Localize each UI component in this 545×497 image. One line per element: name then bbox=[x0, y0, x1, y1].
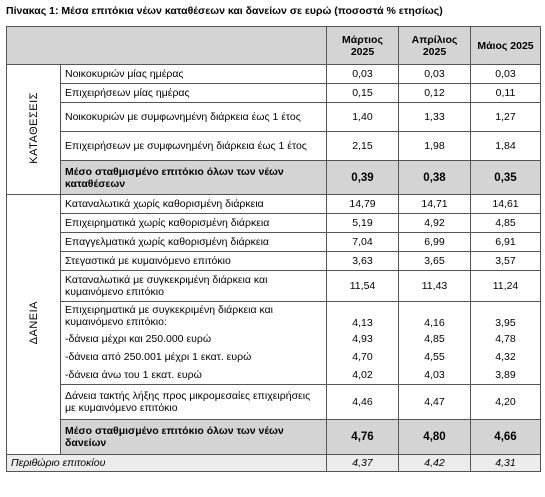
row-label: Νοικοκυριών με συμφωνημένη διάρκεια έως … bbox=[60, 102, 327, 132]
row-value: 4,13 bbox=[326, 301, 399, 330]
header-row: Μάρτιος 2025 Απρίλιος 2025 Μάιος 2025 bbox=[6, 26, 541, 65]
row-label: Στεγαστικά με κυμαινόμενο επιτόκιο bbox=[60, 251, 327, 271]
column-header: Απρίλιος 2025 bbox=[398, 26, 471, 65]
row-label: Επιχειρηματικά χωρίς καθορισμένη διάρκει… bbox=[60, 213, 327, 233]
row-label: -δάνεια από 250.001 μέχρι 1 εκατ. ευρώ bbox=[60, 348, 327, 366]
table-title: Πίνακας 1: Μέσα επιτόκια νέων καταθέσεων… bbox=[6, 5, 443, 17]
row-value: 0,12 bbox=[398, 83, 471, 103]
row-value: 4,80 bbox=[398, 419, 471, 455]
row-value: 1,98 bbox=[398, 131, 471, 161]
table-row: ΚΑΤΑΘΕΣΕΙΣ Νοικοκυριών μίας ημέρας 0,03 0,0… bbox=[6, 64, 541, 195]
group-label-cell: ΔΑΝΕΙΑ bbox=[6, 194, 61, 455]
row-value: 11,43 bbox=[398, 270, 471, 302]
row-label: Επιχειρήσεων με συμφωνημένη διάρκεια έως… bbox=[60, 131, 327, 161]
row-value: 4,16 bbox=[398, 301, 471, 330]
row-value: 4,92 bbox=[398, 213, 471, 233]
footer-label: Περιθώριο επιτοκίου bbox=[6, 454, 327, 472]
row-value: 6,99 bbox=[398, 232, 471, 252]
row-value: 0,38 bbox=[398, 160, 471, 195]
table-row: Επιχειρηματικά με συγκεκριμένη διάρκεια … bbox=[7, 301, 541, 330]
row-label: Επαγγελματικά χωρίς καθορισμένη διάρκεια bbox=[60, 232, 327, 252]
row-value: 4,85 bbox=[470, 213, 541, 233]
rates-table: Μάρτιος 2025 Απρίλιος 2025 Μάιος 2025 ΚΑΤΑΘ… bbox=[6, 26, 541, 472]
row-value: 3,63 bbox=[326, 251, 399, 271]
row-value: 0,03 bbox=[398, 64, 471, 84]
row-value: 4,66 bbox=[470, 419, 541, 455]
row-value: 6,91 bbox=[470, 232, 541, 252]
row-value: 2,15 bbox=[326, 131, 399, 161]
table-row: Μέσο σταθμισμένο επιτόκιο όλων των νέων … bbox=[7, 419, 541, 455]
row-value: 4,32 bbox=[470, 348, 541, 366]
row-label: Επιχειρήσεων μίας ημέρας bbox=[60, 83, 327, 103]
row-value: 0,03 bbox=[326, 64, 399, 84]
table-row: Επαγγελματικά χωρίς καθορισμένη διάρκεια… bbox=[7, 232, 541, 252]
row-label: -δάνεια μέχρι και 250.000 ευρώ bbox=[60, 330, 327, 348]
row-value: 0,35 bbox=[470, 160, 541, 195]
row-value: 1,84 bbox=[470, 131, 541, 161]
row-value: 4,85 bbox=[398, 330, 471, 348]
row-value: 14,71 bbox=[398, 194, 471, 214]
group-label: ΔΑΝΕΙΑ bbox=[27, 301, 40, 345]
row-label: Δάνεια τακτής λήξης προς μικρομεσαίες επ… bbox=[60, 384, 327, 420]
row-value: 3,65 bbox=[398, 251, 471, 271]
row-label: -δάνεια άνω του 1 εκατ. ευρώ bbox=[60, 366, 327, 385]
row-value: 0,03 bbox=[470, 64, 541, 84]
table-row: ΔΑΝΕΙΑ Καταναλωτικά χωρίς καθορισμένη διά… bbox=[6, 194, 541, 455]
table-row: Επιχειρήσεων με συμφωνημένη διάρκεια έως… bbox=[7, 131, 541, 161]
table-row: Στεγαστικά με κυμαινόμενο επιτόκιο 3,63 3,… bbox=[7, 251, 541, 271]
row-value: 4,20 bbox=[470, 384, 541, 420]
row-label: Μέσο σταθμισμένο επιτόκιο όλων των νέων … bbox=[60, 419, 327, 455]
row-value: 3,89 bbox=[470, 366, 541, 385]
row-value: 4,46 bbox=[326, 384, 399, 420]
column-header: Μάιος 2025 bbox=[470, 26, 541, 65]
group-label: ΚΑΤΑΘΕΣΕΙΣ bbox=[27, 92, 40, 164]
row-label: Επιχειρηματικά με συγκεκριμένη διάρκεια … bbox=[60, 301, 327, 330]
row-value: 4,02 bbox=[326, 366, 399, 385]
row-value: 1,33 bbox=[398, 102, 471, 132]
row-value: 5,19 bbox=[326, 213, 399, 233]
row-value: 14,61 bbox=[470, 194, 541, 214]
row-value: 4,03 bbox=[398, 366, 471, 385]
row-value: 4,78 bbox=[470, 330, 541, 348]
table-row: Επιχειρήσεων μίας ημέρας 0,15 0,12 0,11 bbox=[7, 83, 541, 103]
row-value: 4,76 bbox=[326, 419, 399, 455]
table-row: -δάνεια άνω του 1 εκατ. ευρώ 4,02 4,03 3,89 bbox=[7, 366, 541, 385]
table-row: -δάνεια από 250.001 μέχρι 1 εκατ. ευρώ 4,… bbox=[7, 348, 541, 366]
row-value: 0,15 bbox=[326, 83, 399, 103]
table-row: Επιχειρηματικά χωρίς καθορισμένη διάρκει… bbox=[7, 213, 541, 233]
row-value: 1,27 bbox=[470, 102, 541, 132]
table-row: Δάνεια τακτής λήξης προς μικρομεσαίες επ… bbox=[7, 384, 541, 420]
row-value: 3,57 bbox=[470, 251, 541, 271]
row-value: 3,95 bbox=[470, 301, 541, 330]
row-label: Καταναλωτικά χωρίς καθορισμένη διάρκεια bbox=[60, 194, 327, 214]
header-blank bbox=[6, 26, 327, 65]
row-value: 1,40 bbox=[326, 102, 399, 132]
table-row: Νοικοκυριών με συμφωνημένη διάρκεια έως … bbox=[7, 102, 541, 132]
row-label: Νοικοκυριών μίας ημέρας bbox=[60, 64, 327, 84]
row-label: Καταναλωτικά με συγκεκριμένη διάρκεια κα… bbox=[60, 270, 327, 302]
row-value: 11,54 bbox=[326, 270, 399, 302]
row-value: 4,70 bbox=[326, 348, 399, 366]
row-value: 0,11 bbox=[470, 83, 541, 103]
table-row: Μέσο σταθμισμένο επιτόκιο όλων των νέων … bbox=[7, 160, 541, 195]
row-label: Μέσο σταθμισμένο επιτόκιο όλων των νέων … bbox=[60, 160, 327, 195]
footer-value: 4,42 bbox=[398, 454, 471, 472]
group-label-cell: ΚΑΤΑΘΕΣΕΙΣ bbox=[6, 64, 61, 195]
row-value: 4,47 bbox=[398, 384, 471, 420]
row-value: 0,39 bbox=[326, 160, 399, 195]
row-value: 14,79 bbox=[326, 194, 399, 214]
footer-row: Περιθώριο επιτοκίου 4,37 4,42 4,31 bbox=[6, 454, 541, 472]
table-row: Καταναλωτικά με συγκεκριμένη διάρκεια κα… bbox=[7, 270, 541, 302]
footer-value: 4,31 bbox=[470, 454, 541, 472]
row-value: 4,55 bbox=[398, 348, 471, 366]
column-header: Μάρτιος 2025 bbox=[326, 26, 399, 65]
row-value: 7,04 bbox=[326, 232, 399, 252]
row-value: 4,93 bbox=[326, 330, 399, 348]
footer-value: 4,37 bbox=[326, 454, 399, 472]
table-row: -δάνεια μέχρι και 250.000 ευρώ 4,93 4,85 4,… bbox=[7, 330, 541, 348]
row-value: 11,24 bbox=[470, 270, 541, 302]
